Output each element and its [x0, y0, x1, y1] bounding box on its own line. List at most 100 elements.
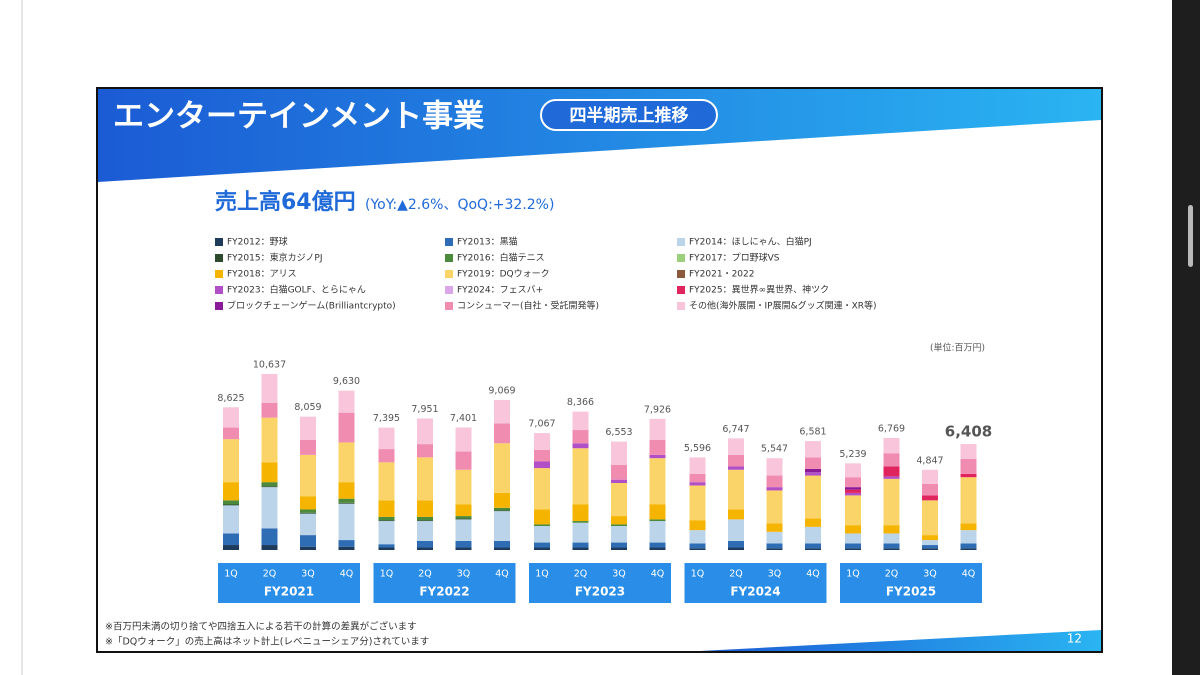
bar-segment: [261, 482, 278, 487]
legend-label: FY2017：プロ野球VS: [689, 252, 780, 264]
bar-segment: [378, 544, 395, 548]
bar-segment: [728, 547, 744, 550]
group-label: FY2025: [886, 585, 936, 599]
bar-segment: [223, 427, 239, 440]
total-label: 8,366: [567, 397, 594, 408]
bar-segment: [766, 458, 783, 476]
bar-segment: [689, 485, 706, 521]
bar-segment: [223, 505, 239, 534]
total-label: 7,401: [450, 413, 477, 424]
total-label: 7,926: [644, 404, 671, 415]
bar-segment: [572, 547, 589, 550]
legend-label: FY2013：黒猫: [457, 236, 518, 248]
bar-segment: [338, 482, 355, 499]
total-label: 6,581: [799, 427, 826, 438]
x-tick-label: 1Q: [691, 569, 705, 580]
bar-segment: [883, 548, 900, 550]
bar-segment: [455, 519, 472, 541]
bar-segment: [417, 444, 433, 458]
bar-segment: [960, 443, 977, 459]
bar-segment: [300, 513, 316, 536]
slide-title: エンターテインメント事業: [113, 99, 484, 135]
bar-segment: [689, 543, 706, 549]
total-label: 5,239: [839, 449, 866, 460]
group-label: FY2023: [575, 585, 625, 599]
bar-segment: [534, 524, 550, 527]
legend-label: FY2021・2022: [689, 270, 754, 280]
bar-segment: [300, 496, 316, 510]
slide: [96, 87, 1103, 653]
legend-swatch: [215, 238, 223, 246]
bar-segment: [883, 476, 900, 479]
bar-segment: [611, 542, 627, 548]
bar-segment: [300, 546, 316, 550]
bar-segment: [883, 525, 900, 534]
x-tick-label: 1Q: [380, 569, 394, 580]
x-tick-label: 4Q: [806, 569, 820, 580]
bar-segment: [805, 441, 821, 458]
bar-segment: [572, 411, 589, 431]
bar-segment: [261, 487, 278, 529]
bar-segment: [378, 449, 395, 463]
bar-segment: [261, 545, 278, 550]
bar-segment: [766, 531, 783, 544]
bar-segment: [378, 427, 395, 450]
legend-swatch: [215, 302, 223, 310]
legend-swatch: [445, 302, 453, 310]
headline-note: (YoY:▲2.6%、QoQ:+32.2%): [365, 197, 554, 213]
bar-segment: [338, 546, 355, 550]
group-box: [218, 563, 360, 603]
bar-segment: [960, 473, 977, 478]
total-label: 6,747: [722, 424, 749, 435]
total-label: 8,625: [217, 393, 244, 404]
bar-segment: [766, 475, 783, 488]
x-tick-label: 4Q: [340, 569, 354, 580]
bar-segment: [845, 548, 861, 550]
bar-segment: [494, 547, 510, 550]
bar-segment: [300, 416, 316, 440]
bar-segment: [223, 407, 239, 428]
bar-segment: [417, 540, 433, 548]
bar-segment: [338, 502, 355, 504]
bar-segment: [649, 458, 666, 505]
bar-segment: [300, 439, 316, 455]
legend-swatch: [445, 238, 453, 246]
total-label: 6,553: [605, 427, 632, 438]
bar-segment: [611, 547, 627, 550]
header-band: [98, 89, 1101, 182]
bar-segment: [728, 469, 744, 510]
bar-segment: [689, 482, 706, 486]
x-tick-label: 2Q: [574, 569, 588, 580]
bar-segment: [494, 511, 510, 541]
bar-segment: [338, 540, 355, 547]
bar-segment: [417, 547, 433, 550]
bar-segment: [261, 402, 278, 418]
x-tick-label: 1Q: [535, 569, 549, 580]
bar-segment: [572, 443, 589, 449]
bar-segment: [689, 473, 706, 483]
headline: 売上高64億円: [215, 189, 356, 215]
bar-segment: [455, 516, 472, 519]
unit-label: (単位:百万円): [930, 342, 985, 354]
bar-segment: [378, 462, 395, 501]
bar-segment: [649, 521, 666, 543]
bar-segment: [300, 509, 316, 513]
total-label: 7,067: [528, 419, 555, 430]
bar-segment: [649, 439, 666, 455]
side-panel: [1172, 0, 1200, 675]
x-tick-label: 2Q: [885, 569, 899, 580]
total-label: 7,395: [373, 413, 400, 424]
bar-segment: [261, 374, 278, 403]
bar-segment: [960, 548, 977, 550]
bar-segment: [417, 520, 433, 522]
bar-segment: [883, 543, 900, 549]
bar-segment: [534, 468, 550, 510]
total-label: 6,769: [878, 424, 905, 435]
total-label: 4,847: [916, 455, 943, 466]
bar-segment: [455, 427, 472, 452]
legend-label: FY2015：東京カジノPJ: [227, 252, 322, 264]
x-tick-label: 1Q: [846, 569, 860, 580]
bar-segment: [494, 540, 510, 548]
scrollbar[interactable]: [1188, 205, 1193, 267]
legend-swatch: [677, 254, 685, 262]
